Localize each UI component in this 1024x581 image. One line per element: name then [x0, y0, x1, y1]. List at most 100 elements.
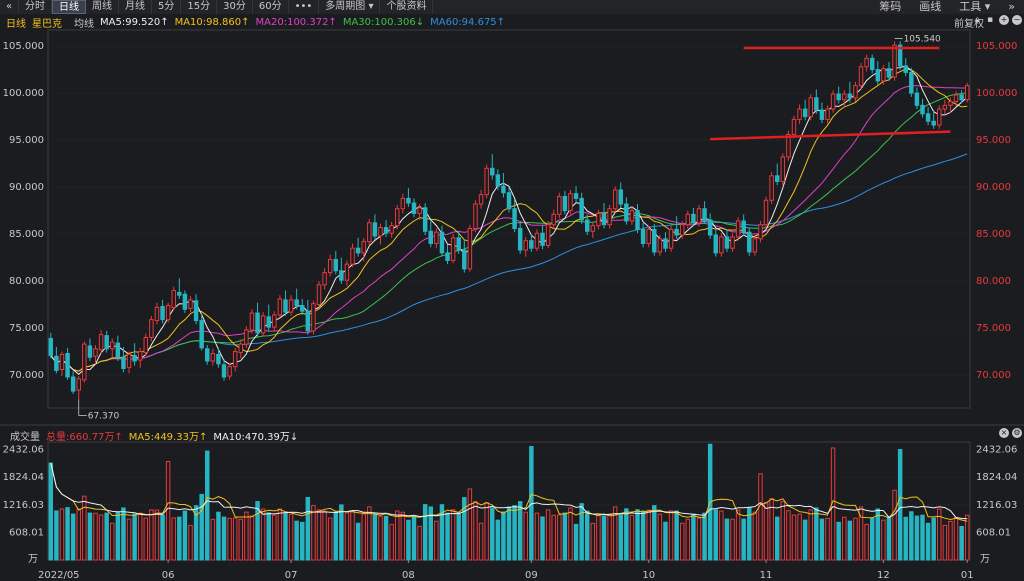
- y-tick-left-5: 80.000: [9, 276, 44, 287]
- candle-body-116: [696, 208, 702, 224]
- volume-bar-50: [327, 517, 333, 561]
- volume-bar-157: [925, 522, 931, 561]
- candle-body-154: [909, 71, 914, 94]
- candle-body-51: [333, 258, 339, 272]
- plus-icon[interactable]: +: [999, 15, 1009, 25]
- toolbar-right: 筹码 画线 工具 ▾ »: [870, 0, 1024, 14]
- gear-icon[interactable]: ⚙: [1012, 428, 1022, 438]
- volume-bar-119: [713, 509, 718, 561]
- tab-4[interactable]: 5分: [152, 0, 182, 14]
- volume-bar-32: [227, 517, 232, 561]
- y-tick-right-3: 90.000: [976, 182, 1011, 193]
- nav-back-button[interactable]: «: [0, 0, 19, 14]
- high-label: 105.540: [904, 34, 941, 44]
- candle-body-70: [439, 231, 445, 254]
- volume-bar-66: [417, 525, 422, 561]
- ma-legend-0: MA5:99.520↑: [100, 16, 169, 28]
- volume-bar-84: [517, 501, 523, 561]
- tab-1[interactable]: 日线: [52, 0, 86, 14]
- volume-bar-68: [428, 506, 434, 561]
- close-icon[interactable]: ×: [999, 428, 1009, 438]
- volume-total: 总量:660.77万↑: [46, 431, 123, 443]
- volume-bar-38: [260, 508, 266, 561]
- candle-body-120: [719, 236, 724, 254]
- volume-bar-109: [657, 513, 663, 561]
- volume-bar-124: [741, 518, 746, 561]
- vol-tick-left-2: 1216.03: [3, 500, 44, 511]
- candle-body-161: [948, 101, 953, 106]
- volume-bar-91: [557, 514, 562, 561]
- volume-bar-81: [501, 511, 506, 561]
- candle-body-156: [920, 104, 925, 115]
- candle-body-50: [327, 258, 333, 274]
- candle-body-3: [65, 352, 70, 378]
- delete-icon[interactable]: ▪: [987, 15, 994, 25]
- volume-bar-29: [210, 518, 216, 561]
- x-tick-3: 08: [402, 570, 415, 581]
- candle-body-44: [294, 299, 299, 307]
- y-tick-left-6: 75.000: [9, 323, 44, 334]
- y-tick-left-4: 85.000: [9, 229, 44, 240]
- ma5-line: [50, 65, 968, 375]
- candle-body-61: [389, 225, 394, 234]
- volume-bar-33: [232, 517, 238, 561]
- trend-line-1: [710, 130, 951, 141]
- tab-5[interactable]: 15分: [181, 0, 218, 14]
- candle-body-130: [774, 175, 780, 182]
- tab-10[interactable]: 个股资料: [380, 0, 434, 14]
- tab-3[interactable]: 月线: [119, 0, 152, 14]
- y-tick-left-2: 95.000: [9, 135, 44, 146]
- candle-body-54: [350, 247, 355, 265]
- volume-bar-35: [244, 511, 249, 561]
- volume-bar-102: [618, 514, 623, 561]
- candle-body-92: [562, 196, 568, 212]
- volume-bar-78: [484, 502, 489, 561]
- candle-body-152: [897, 44, 903, 67]
- vol-ma10-line: [50, 462, 968, 520]
- volume-bar-69: [434, 520, 439, 561]
- volume-bar-39: [266, 512, 271, 561]
- y-tick-left-3: 90.000: [9, 182, 44, 193]
- candle-body-98: [596, 212, 601, 227]
- tab-8[interactable]: •••: [289, 0, 320, 14]
- candle-body-133: [791, 118, 797, 135]
- toolbar-right-0[interactable]: 筹码: [879, 0, 902, 13]
- y-tick-left-0: 105.000: [3, 41, 44, 52]
- candle-body-42: [283, 299, 288, 313]
- candle-body-150: [886, 68, 892, 78]
- tab-0[interactable]: 分时: [19, 0, 52, 14]
- volume-bar-14: [126, 518, 132, 561]
- candle-body-136: [808, 97, 813, 118]
- tab-7[interactable]: 60分: [253, 0, 289, 14]
- candle-body-155: [914, 92, 920, 106]
- toolbar-right-2[interactable]: 工具 ▾: [959, 0, 991, 13]
- candle-body-119: [713, 234, 718, 254]
- volume-bar-59: [378, 515, 383, 561]
- tab-2[interactable]: 周线: [86, 0, 119, 14]
- volume-bar-11: [110, 522, 115, 561]
- candle-body-62: [395, 208, 400, 227]
- adjust-label[interactable]: 前复权: [954, 18, 984, 30]
- tab-9[interactable]: 多周期图 ▾: [319, 0, 381, 14]
- toolbar-right-1[interactable]: 画线: [919, 0, 942, 13]
- volume-bar-101: [612, 506, 618, 561]
- candle-body-2: [59, 353, 65, 370]
- candle-body-24: [182, 293, 188, 310]
- volume-bar-143: [847, 520, 853, 561]
- candle-body-26: [193, 300, 199, 322]
- volume-bar-152: [897, 449, 903, 561]
- candle-body-67: [422, 207, 428, 232]
- toolbar-right-3[interactable]: »: [1008, 0, 1015, 13]
- minus-icon[interactable]: −: [1012, 15, 1022, 25]
- volume-bar-13: [121, 507, 126, 561]
- candle-body-117: [702, 208, 707, 221]
- volume-bar-82: [506, 506, 512, 561]
- volume-bar-111: [668, 510, 674, 561]
- candle-body-106: [640, 228, 646, 244]
- candle-body-7: [87, 345, 93, 358]
- lock-icon[interactable]: 🔒︎: [975, 15, 980, 25]
- candle-body-148: [875, 69, 881, 82]
- tab-6[interactable]: 30分: [217, 0, 253, 14]
- candle-body-17: [143, 337, 149, 354]
- candle-body-109: [657, 238, 663, 253]
